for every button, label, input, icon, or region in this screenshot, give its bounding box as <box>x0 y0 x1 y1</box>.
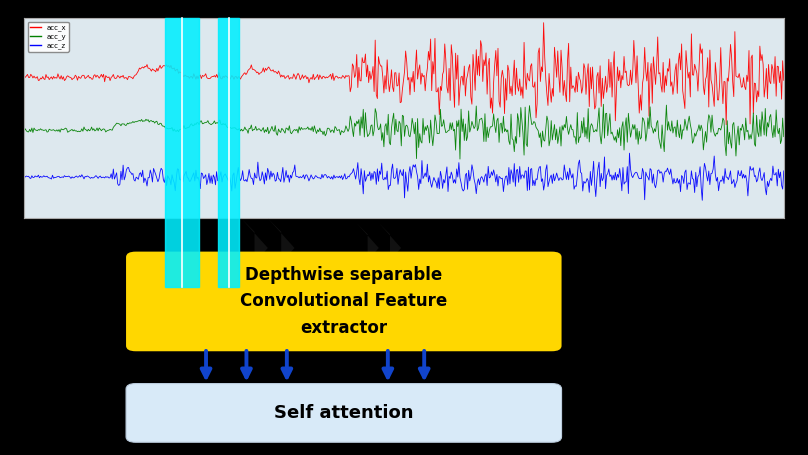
Polygon shape <box>241 218 268 278</box>
FancyBboxPatch shape <box>126 384 562 442</box>
Legend: acc_x, acc_y, acc_z: acc_x, acc_y, acc_z <box>27 22 69 52</box>
FancyBboxPatch shape <box>126 252 562 351</box>
Text: Self attention: Self attention <box>274 404 414 422</box>
Polygon shape <box>379 223 401 273</box>
Polygon shape <box>268 218 295 278</box>
Text: Depthwise separable
Convolutional Feature
extractor: Depthwise separable Convolutional Featur… <box>240 266 448 337</box>
Polygon shape <box>356 223 379 273</box>
